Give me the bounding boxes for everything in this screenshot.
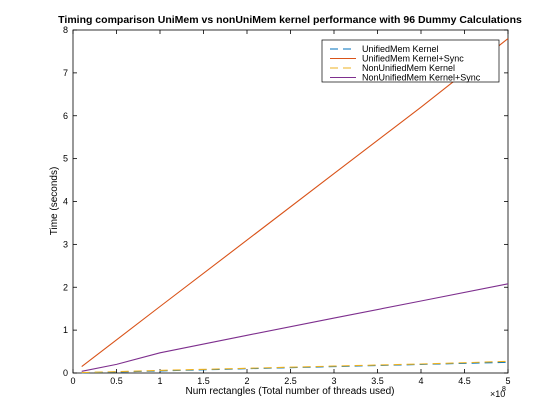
x-tick-label: 2.5 [284,376,297,386]
legend-label-0: UnifiedMem Kernel [362,44,439,54]
legend-label-3: NonUnifiedMem Kernel+Sync [362,73,481,83]
y-tick-label: 6 [63,111,68,121]
x-tick-label: 3.5 [371,376,384,386]
x-tick-label: 4.5 [458,376,471,386]
x-tick-label: 5 [505,376,510,386]
x-axis-label: Num rectangles (Total number of threads … [186,386,395,397]
y-tick-label: 2 [63,282,68,292]
y-tick-label: 1 [63,325,68,335]
x-tick-label: 0.5 [110,376,123,386]
series-line-1 [81,38,509,368]
y-axis-ticks: 0 1 2 3 4 5 6 7 8 [63,25,508,378]
x-axis-exponent-base: ×10 [490,389,505,399]
series-line-2 [81,360,509,374]
plot-area [72,29,509,374]
x-tick-label: 3 [331,376,336,386]
chart-title: Timing comparison UniMem vs nonUniMem ke… [58,14,522,26]
y-tick-label: 4 [63,197,68,207]
x-axis-ticks: 0 0.5 1 1.5 2 2.5 3 3.5 4 4.5 5 [70,30,511,386]
y-tick-label: 8 [63,25,68,35]
y-tick-label: 5 [63,154,68,164]
series-lines [81,38,509,374]
y-tick-label: 3 [63,239,68,249]
x-tick-label: 0 [70,376,75,386]
y-axis-label: Time (seconds) [49,167,60,236]
x-tick-label: 1 [157,376,162,386]
x-tick-label: 1.5 [197,376,210,386]
y-tick-label: 0 [63,368,68,378]
legend-box [321,39,500,83]
legend-label-1: UnifiedMem Kernel+Sync [362,54,464,64]
x-axis-exponent-power: 8 [502,386,506,393]
x-tick-label: 4 [418,376,423,386]
series-line-3 [81,283,509,372]
y-tick-label: 7 [63,68,68,78]
legend-label-2: NonUnifiedMem Kernel [362,63,455,73]
x-tick-label: 2 [244,376,249,386]
